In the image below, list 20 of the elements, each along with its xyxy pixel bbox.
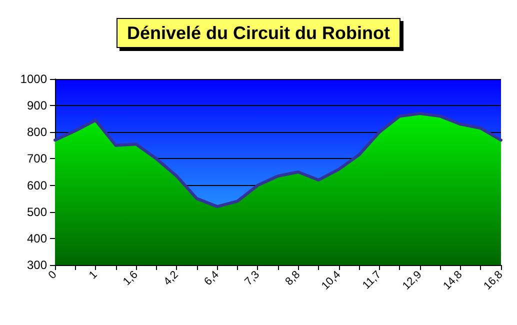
y-tick-label: 300 [26, 258, 48, 272]
x-tick-label: 12,9 [400, 268, 424, 292]
y-tick-label: 600 [26, 178, 48, 192]
x-tick-label: 7,3 [242, 268, 262, 288]
x-tick-label: 0 [46, 268, 60, 282]
x-tick-label: 6,4 [202, 268, 222, 288]
chart-title: Dénivelé du Circuit du Robinot [126, 23, 390, 43]
y-tick-label: 900 [26, 98, 48, 113]
y-tick-label: 700 [26, 152, 48, 166]
y-tick-label: 1000 [20, 72, 48, 86]
x-tick-label: 16,8 [482, 268, 506, 292]
y-tick-label: 400 [26, 231, 48, 246]
x-tick-label: 10,4 [319, 268, 344, 292]
x-tick-label: 1 [86, 268, 100, 282]
x-tick-label: 8,8 [283, 268, 303, 288]
x-tick-label: 1,6 [121, 268, 140, 288]
y-tick-label: 500 [26, 204, 48, 219]
x-tick-label: 14,8 [441, 268, 465, 292]
y-tick-label: 800 [26, 125, 48, 140]
x-tick-label: 4,2 [162, 268, 181, 288]
